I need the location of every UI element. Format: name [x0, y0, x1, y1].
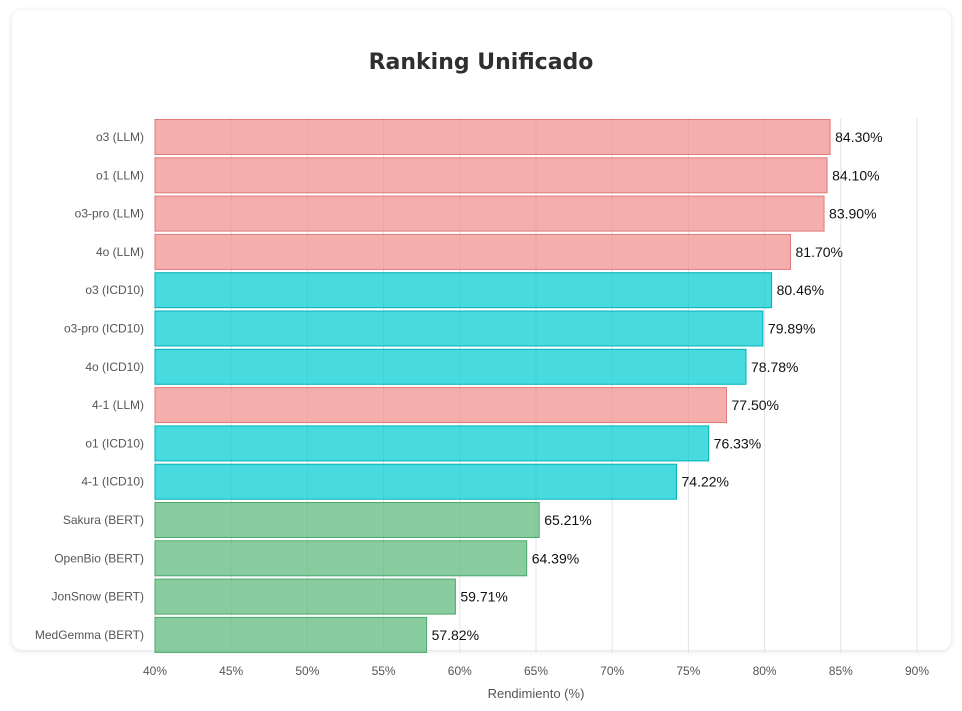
data-label: 84.10%: [832, 167, 879, 183]
x-tick-label: 90%: [905, 664, 929, 678]
bar: [154, 272, 773, 309]
data-label: 84.30%: [835, 129, 882, 145]
bar: [154, 540, 528, 577]
x-tick-label: 75%: [676, 664, 700, 678]
category-label: 4-1 (LLM): [92, 398, 144, 412]
x-tick-label: 70%: [600, 664, 624, 678]
category-label: 4o (ICD10): [85, 360, 144, 374]
bar: [154, 463, 678, 500]
x-tick-label: 55%: [372, 664, 396, 678]
x-tick-label: 80%: [753, 664, 777, 678]
category-label: o3-pro (ICD10): [64, 322, 144, 336]
bar: [154, 195, 825, 232]
chart-title: Ranking Unificado: [368, 50, 594, 75]
x-tick-label: 50%: [295, 664, 319, 678]
bar: [154, 310, 764, 347]
bar: [154, 119, 831, 155]
data-label: 57.82%: [432, 627, 479, 643]
data-label: 80.46%: [777, 282, 824, 298]
data-label: 74.22%: [682, 474, 729, 490]
bar: [154, 233, 792, 270]
data-label: 79.89%: [768, 321, 815, 337]
x-tick-label: 85%: [829, 664, 853, 678]
category-label: Sakura (BERT): [63, 513, 144, 527]
data-label: 59.71%: [460, 589, 507, 605]
category-label: o3 (LLM): [96, 130, 144, 144]
bar: [154, 157, 828, 194]
x-tick-label: 40%: [143, 664, 167, 678]
data-label: 81.70%: [796, 244, 843, 260]
x-tick-label: 60%: [448, 664, 472, 678]
bar: [154, 616, 428, 653]
bar: [154, 387, 727, 424]
x-tick-label: 45%: [219, 664, 243, 678]
category-label: MedGemma (BERT): [35, 628, 144, 642]
data-labels: 84.30% 84.10% 83.90% 81.70% 80.46% 79.89% 78.7…: [432, 129, 883, 643]
bar: [154, 425, 710, 462]
category-label: 4-1 (ICD10): [81, 475, 144, 489]
data-label: 77.50%: [732, 397, 779, 413]
x-axis-title: Rendimiento (%): [488, 686, 585, 701]
bars-group: [154, 119, 831, 653]
bar: [154, 502, 540, 538]
category-labels: o3 (LLM) o1 (LLM) o3-pro (LLM) 4o (LLM) o3 (…: [35, 130, 144, 642]
category-label: 4o (LLM): [96, 245, 144, 259]
x-tick-label: 65%: [524, 664, 548, 678]
category-label: JonSnow (BERT): [52, 590, 144, 604]
bar: [154, 578, 456, 615]
data-label: 78.78%: [751, 359, 798, 375]
data-label: 65.21%: [544, 512, 591, 528]
data-label: 83.90%: [829, 206, 876, 222]
category-label: o1 (ICD10): [85, 436, 144, 450]
bar: [154, 348, 747, 385]
category-label: OpenBio (BERT): [54, 551, 144, 565]
category-label: o3-pro (LLM): [75, 207, 144, 221]
category-label: o3 (ICD10): [85, 283, 144, 297]
data-label: 64.39%: [532, 550, 579, 566]
data-label: 76.33%: [714, 435, 761, 451]
category-label: o1 (LLM): [96, 168, 144, 182]
x-tick-labels: 40% 45% 50% 55% 60% 65% 70% 75% 80% 85% 90%: [143, 664, 929, 678]
